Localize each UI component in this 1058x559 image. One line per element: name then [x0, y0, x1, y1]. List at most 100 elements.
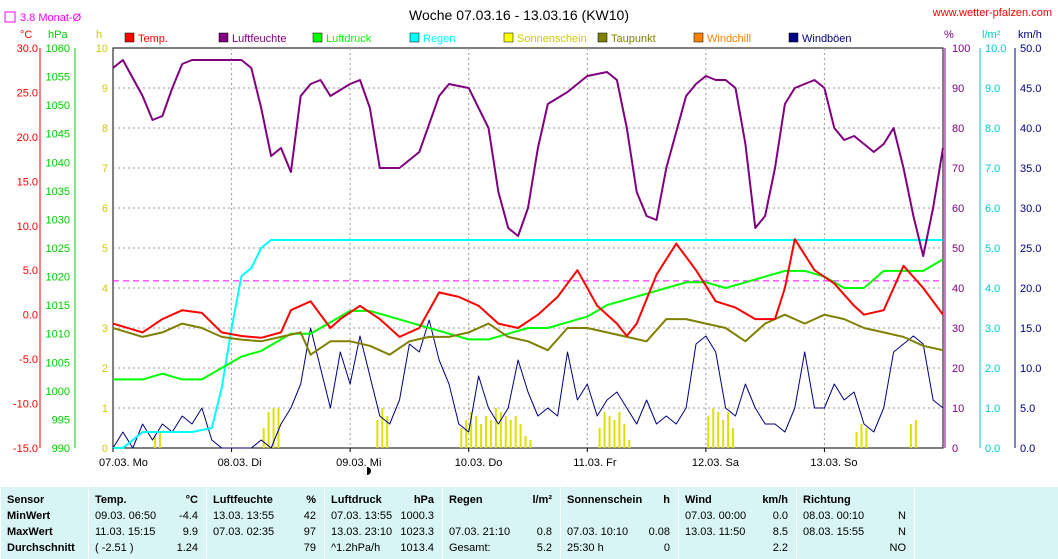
moon-phase-icon-light — [363, 467, 367, 475]
unit-hum: % — [944, 29, 954, 41]
sunshine-bar — [494, 408, 497, 448]
sun-max-value: 0.08 — [648, 526, 670, 538]
tick-label-sun: 3 — [102, 323, 108, 335]
wind-unit: km/h — [762, 494, 788, 506]
legend-swatch — [312, 32, 323, 43]
legend-label: Luftdruck — [326, 33, 372, 45]
tick-label-temp: -15.0 — [13, 443, 38, 455]
sunshine-bar — [855, 432, 858, 448]
series-line-luftfeuchte — [112, 59, 944, 257]
tick-label-hum: 30 — [952, 323, 964, 335]
x-tick-label: 07.03. Mo — [99, 457, 148, 469]
hum-max-time: 07.03. 02:35 — [213, 526, 275, 538]
tick-label-press: 990 — [52, 443, 70, 455]
tick-label-rain: 5.0 — [985, 243, 1000, 255]
legend-swatch — [597, 32, 608, 43]
tick-label-rain: 1.0 — [985, 403, 1000, 415]
tick-label-temp: 30.0 — [17, 43, 38, 55]
sun-max-time: 07.03. 10:10 — [567, 526, 629, 538]
stats-col-temp: Temp. °C 09.03. 06:50 -4.4 11.03. 15:15 9.9… — [88, 487, 206, 559]
tick-label-rain: 8.0 — [985, 123, 1000, 135]
stats-col-sun: Sonnenschein h 07.03. 10:10 0.08 25:30 h 0 — [560, 487, 678, 559]
tick-label-sun: 7 — [102, 163, 108, 175]
sunshine-bar — [732, 428, 735, 448]
tick-label-wind: 25.0 — [1020, 243, 1041, 255]
press-avg-value: 1013.4 — [400, 542, 434, 554]
stats-col-hum: Luftfeuchte% 13.03. 13:55 42 07.03. 02:35… — [206, 487, 324, 559]
dir-avg-value: NO — [889, 542, 907, 554]
tick-label-hum: 50 — [952, 243, 964, 255]
tick-label-hum: 70 — [952, 163, 964, 175]
x-tick-label: 09.03. Mi — [336, 457, 381, 469]
legend-swatch — [218, 32, 229, 43]
sun-unit: h — [663, 494, 670, 506]
sunshine-bar — [470, 412, 473, 448]
tick-label-press: 1010 — [46, 329, 70, 341]
sunshine-bar — [628, 440, 631, 448]
rain-unit: l/m² — [532, 494, 552, 506]
sunshine-bar — [909, 424, 912, 448]
series-line-windben — [112, 319, 944, 449]
legend-label: Windböen — [802, 33, 852, 45]
sunshine-bar — [489, 420, 492, 448]
sunshine-bar — [475, 416, 478, 448]
sunshine-bar — [712, 408, 715, 448]
tick-label-sun: 9 — [102, 83, 108, 95]
press-max-time: 13.03. 23:10 — [331, 526, 393, 538]
stats-col-wind: Wind km/h 07.03. 00:00 0.0 13.03. 11:50 8.5… — [678, 487, 796, 559]
wind-avg-value: 2.2 — [772, 542, 788, 554]
site-link[interactable]: www.wetter-pfalzen.com — [932, 7, 1052, 19]
legend-label: Luftfeuchte — [232, 33, 286, 45]
wind-min-time: 07.03. 00:00 — [685, 510, 747, 522]
tick-label-sun: 5 — [102, 243, 108, 255]
unit-wind: km/h — [1018, 29, 1042, 41]
tick-label-hum: 60 — [952, 203, 964, 215]
legend-label: Regen — [423, 33, 455, 45]
tick-label-sun: 1 — [102, 403, 108, 415]
series-line-taupunkt — [112, 313, 944, 356]
series-lines — [112, 59, 944, 449]
stats-col-sensor: Sensor MinWert MaxWert Durchschnitt — [0, 487, 88, 559]
row-label-max: MaxWert — [7, 526, 53, 538]
tick-label-wind: 20.0 — [1020, 283, 1041, 295]
dir-max-value: N — [898, 526, 906, 538]
tick-label-wind: 15.0 — [1020, 323, 1041, 335]
temp-avg-value: 1.24 — [176, 542, 198, 554]
wind-max-value: 8.5 — [772, 526, 788, 538]
sunshine-bar — [272, 408, 275, 448]
sunshine-bar — [707, 416, 710, 448]
sun-total: 25:30 h — [567, 542, 604, 554]
stats-col-press: Luftdruck hPa 07.03. 13:55 1000.3 13.03. 2… — [324, 487, 442, 559]
tick-label-press: 1015 — [46, 300, 70, 312]
tick-label-sun: 0 — [102, 443, 108, 455]
sunshine-bar — [509, 420, 512, 448]
tick-label-hum: 0 — [952, 443, 958, 455]
legend: Temp. Luftfeuchte Luftdruck Regen Sonnensche… — [124, 32, 852, 45]
dir-head: Richtung — [803, 494, 851, 506]
sunshine-bar — [504, 416, 507, 448]
press-max-value: 1023.3 — [400, 526, 434, 538]
temp-max-value: 9.9 — [182, 526, 198, 538]
sunshine-bar — [485, 416, 488, 448]
axes: 30.025.020.015.010.05.00.0-5.0-10.0-15.0… — [13, 43, 1042, 455]
tick-label-sun: 8 — [102, 123, 108, 135]
chart-title: Woche 07.03.16 - 13.03.16 (KW10) — [409, 7, 629, 23]
sunshine-bar — [860, 424, 863, 448]
tick-label-wind: 10.0 — [1020, 363, 1041, 375]
sunshine-bar — [262, 428, 265, 448]
tick-label-sun: 6 — [102, 203, 108, 215]
tick-label-rain: 9.0 — [985, 83, 1000, 95]
series-line-temp — [112, 238, 944, 339]
tick-label-press: 1045 — [46, 129, 70, 141]
x-tick-label: 12.03. Sa — [692, 457, 740, 469]
tick-label-temp: 25.0 — [17, 87, 38, 99]
dir-min-value: N — [898, 510, 906, 522]
sunshine-bar — [277, 408, 280, 448]
tick-label-rain: 7.0 — [985, 163, 1000, 175]
unit-sun: h — [96, 29, 102, 41]
sunshine-bar — [613, 420, 616, 448]
sunshine-bar — [499, 412, 502, 448]
row-label-sensor: Sensor — [7, 494, 45, 506]
sunshine-bar — [717, 412, 720, 448]
tick-label-hum: 20 — [952, 363, 964, 375]
